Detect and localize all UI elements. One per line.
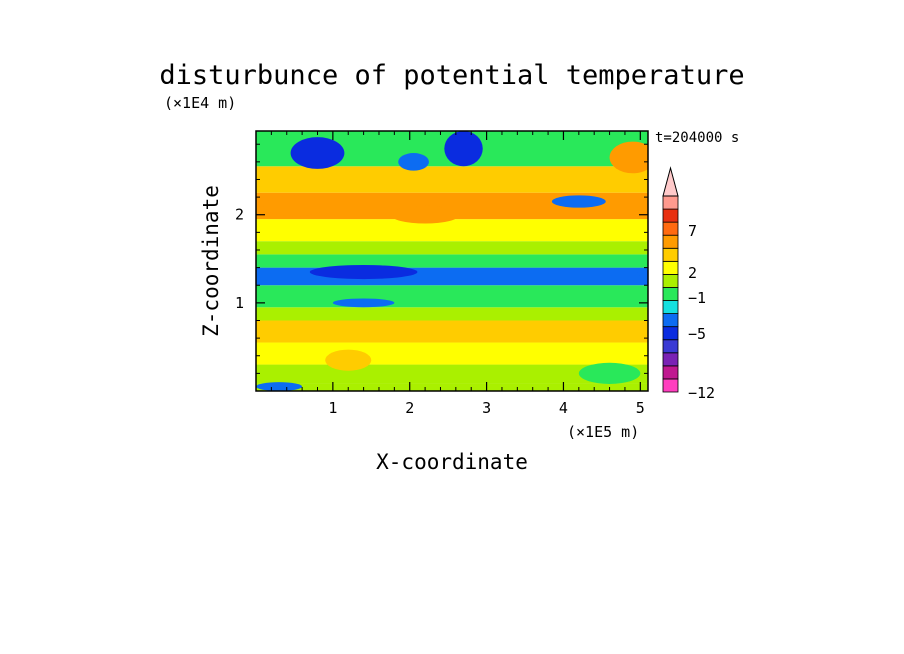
colorbar-swatch <box>662 313 679 328</box>
x-tick-label: 2 <box>405 399 414 417</box>
x-axis-label: X-coordinate <box>376 450 528 474</box>
contour-cell <box>548 268 641 281</box>
contour-band <box>256 320 648 343</box>
y-tick-label: 2 <box>235 206 244 224</box>
colorbar-swatch <box>662 234 679 249</box>
colorbar-swatch <box>662 273 679 288</box>
contour-cell <box>444 131 483 167</box>
contour-cell <box>398 153 429 171</box>
colorbar-swatch <box>662 365 679 380</box>
colorbar-tick-label: 7 <box>688 222 697 240</box>
contour-cell <box>263 195 326 217</box>
x-unit-label: (×1E5 m) <box>567 423 639 441</box>
colorbar-swatch <box>662 300 679 314</box>
contour-band <box>256 383 648 391</box>
y-tick-label: 1 <box>235 294 244 312</box>
contour-band <box>256 219 648 242</box>
x-tick-label: 5 <box>636 399 645 417</box>
contour-cell <box>290 137 345 169</box>
colorbar-swatch <box>662 287 679 301</box>
contour-cell <box>609 141 648 174</box>
contour-cell <box>390 205 460 224</box>
x-tick-label: 1 <box>328 399 337 417</box>
y-unit-label: (×1E4 m) <box>164 94 236 112</box>
colorbar-tick-label: −12 <box>688 384 715 402</box>
contour-band <box>256 285 648 308</box>
colorbar-tick-labels: 7 2 −1 −5 −12 <box>688 222 715 402</box>
contour-cell <box>256 382 303 391</box>
plot-area <box>256 131 648 391</box>
contour-band <box>256 254 648 268</box>
colorbar-tick-label: −5 <box>688 325 706 343</box>
contour-cell <box>332 298 395 308</box>
y-axis: 12 <box>235 143 648 374</box>
colorbar-swatch <box>662 221 679 236</box>
colorbar-tick-label: −1 <box>688 289 706 307</box>
time-annotation: t=204000 s <box>655 130 739 146</box>
contour-cell <box>309 264 418 280</box>
x-axis: 1 2 3 4 5 <box>270 131 645 417</box>
colorbar-swatch <box>662 195 679 210</box>
colorbar-arrow <box>662 166 679 197</box>
y-axis-label: Z-coordinate <box>199 185 223 337</box>
contour-band <box>256 166 648 193</box>
colorbar-swatch <box>662 339 679 354</box>
chart-title: disturbunce of potential temperature <box>159 60 744 91</box>
colorbar-swatch <box>662 352 679 367</box>
x-tick-label: 3 <box>482 399 491 417</box>
contour-cell <box>551 195 606 208</box>
contour-cell <box>578 362 641 384</box>
colorbar <box>662 166 679 393</box>
colorbar-swatch <box>662 326 679 341</box>
colorbar-swatch <box>662 208 679 223</box>
contour-band <box>256 307 648 321</box>
colorbar-tick-label: 2 <box>688 264 697 282</box>
colorbar-swatch <box>662 247 679 262</box>
contour-band <box>256 241 648 255</box>
colorbar-swatch <box>662 260 679 275</box>
x-tick-label: 4 <box>559 399 568 417</box>
colorbar-swatch <box>662 378 679 393</box>
plot-frame <box>255 130 649 392</box>
contour-cell <box>325 349 372 371</box>
contour-band <box>256 342 648 365</box>
